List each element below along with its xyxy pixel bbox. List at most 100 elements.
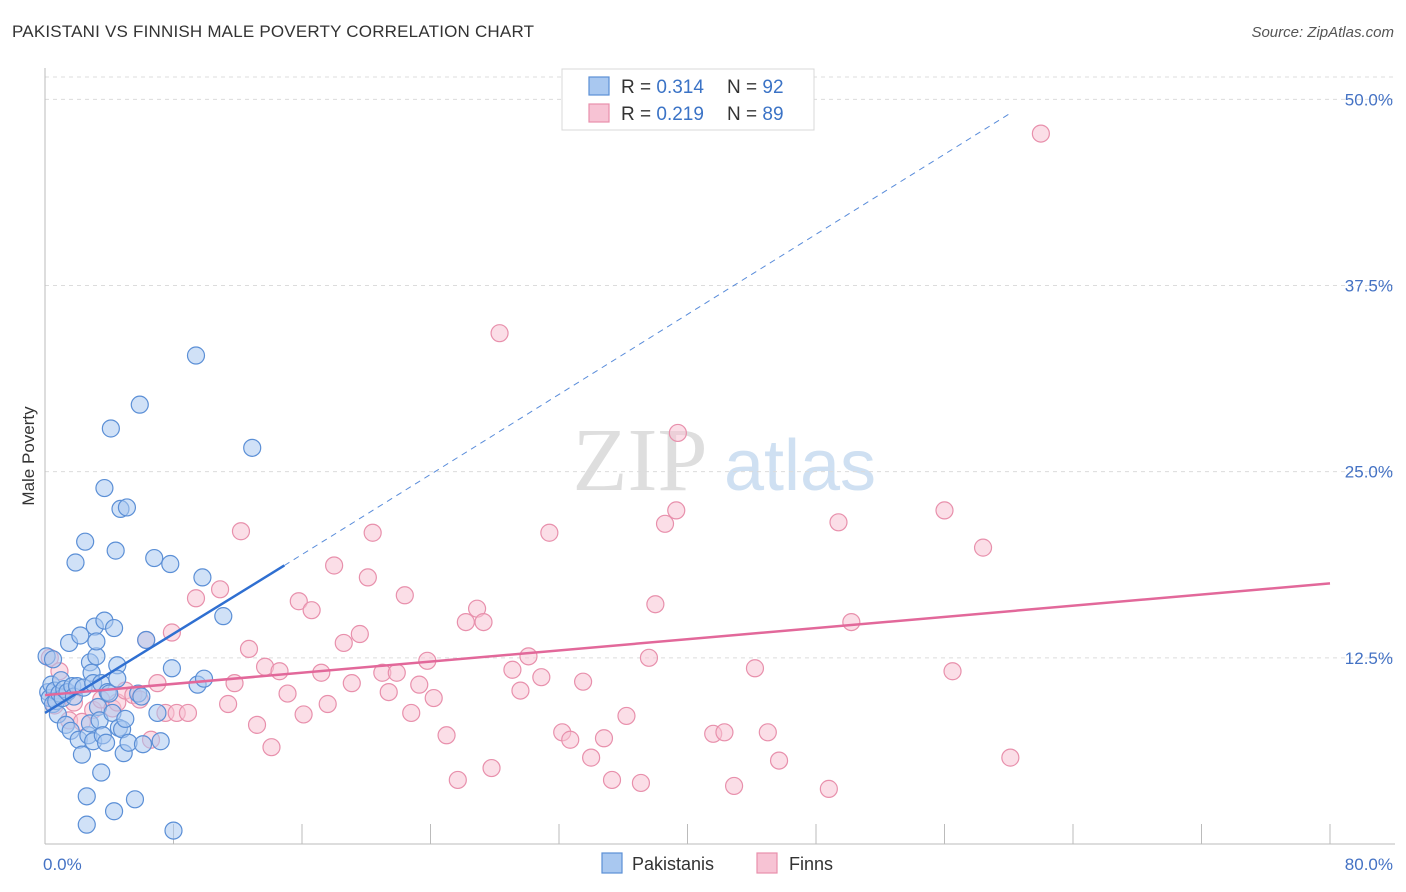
watermark-atlas: atlas — [724, 426, 876, 506]
finns-point — [437, 726, 456, 745]
finns-point — [482, 758, 501, 778]
y-tick-label: 37.5% — [1345, 277, 1393, 296]
pakistani-point — [95, 478, 114, 498]
legend-row: R = 0.314 N = 92 — [621, 77, 784, 98]
pakistani-point — [194, 669, 214, 688]
bottom-legend-label: Finns — [789, 854, 833, 874]
pakistani-point — [87, 632, 106, 651]
pakistani-point — [162, 659, 181, 678]
chart-title: PAKISTANI VS FINNISH MALE POVERTY CORREL… — [12, 22, 535, 41]
finns-point — [540, 523, 559, 542]
finns-point — [262, 738, 281, 757]
x-tick-label: 80.0% — [1345, 855, 1393, 874]
pakistani-point — [161, 554, 180, 574]
y-tick-label: 12.5% — [1345, 649, 1393, 668]
finns-point — [655, 514, 675, 533]
legend-row: R = 0.219 N = 89 — [621, 104, 784, 125]
finns-point — [829, 513, 848, 532]
finns-point — [294, 705, 313, 724]
bottom-legend-label: Pakistanis — [632, 854, 714, 874]
finns-point — [667, 501, 686, 520]
finns-point — [456, 612, 475, 632]
pakistani-point — [186, 346, 206, 365]
pakistani-point — [164, 821, 183, 840]
finns-point — [511, 681, 530, 700]
finns-point — [631, 773, 651, 793]
pakistani-point — [132, 687, 151, 706]
finns-point — [210, 580, 230, 599]
pakistani-point — [130, 395, 149, 414]
finns-point — [231, 522, 251, 541]
finns-point — [289, 592, 308, 611]
finns-point — [247, 715, 267, 734]
finns-point — [186, 589, 206, 608]
finns-point — [617, 706, 636, 726]
finns-point — [602, 770, 622, 790]
finns-point — [745, 659, 765, 678]
finns-point — [424, 688, 443, 708]
pakistani-point — [148, 703, 167, 723]
finns-point — [594, 729, 614, 748]
source-credit: Source: ZipAtlas.com — [1251, 24, 1394, 41]
finns-point — [532, 668, 551, 687]
finns-point — [503, 660, 522, 679]
finns-point — [842, 612, 861, 632]
finns-point — [448, 770, 467, 790]
pakistani-point — [77, 815, 96, 834]
finns-point — [318, 694, 337, 714]
finns-point — [1001, 748, 1020, 767]
pakistani-point — [214, 607, 233, 626]
finns-point — [1031, 124, 1050, 143]
finns-point — [935, 501, 954, 520]
finns-point — [973, 538, 993, 557]
finns-point — [302, 601, 321, 620]
finns-point — [582, 748, 601, 767]
finns-point — [358, 568, 377, 587]
pakistani-point — [243, 438, 262, 457]
pakistani-point — [133, 735, 153, 754]
pakistani-point — [100, 684, 119, 703]
pakistani-point — [104, 802, 124, 821]
pakistani-point — [108, 669, 127, 688]
finns-trend-line — [44, 582, 1331, 697]
legend-swatch-pakistanis — [588, 76, 610, 96]
bottom-legend-swatch-finns — [756, 852, 778, 874]
finns-point — [334, 633, 353, 653]
finns-point — [474, 612, 493, 632]
finns-point — [410, 675, 429, 694]
pakistani-point — [106, 541, 125, 560]
finns-point — [758, 723, 777, 742]
finns-point — [270, 662, 289, 681]
pakistani-point — [117, 498, 137, 517]
finns-point — [715, 723, 734, 742]
pakistani-point — [104, 618, 124, 638]
pakistani-point — [96, 733, 116, 752]
finns-point — [769, 751, 789, 770]
finns-point — [646, 595, 665, 614]
finns-point — [379, 682, 398, 702]
pakistani-point — [151, 732, 170, 751]
y-axis-title: Male Poverty — [19, 406, 38, 506]
legend: R = 0.314 N = 92 R = 0.219 N = 89 — [561, 68, 815, 131]
finns-point — [387, 663, 406, 682]
pakistani-point — [101, 419, 120, 438]
finns-point — [178, 703, 198, 723]
finns-point — [278, 684, 297, 703]
pakistani-point — [137, 630, 156, 650]
finns-point — [325, 556, 344, 575]
legend-swatch-finns — [588, 103, 610, 123]
pakistani-point — [116, 709, 135, 728]
finns-point — [943, 662, 962, 681]
finns-point — [490, 324, 509, 343]
pakistani-point — [193, 568, 212, 587]
pakistani-trend-line — [44, 564, 285, 715]
y-tick-label: 50.0% — [1345, 90, 1393, 109]
pakistani-point — [125, 790, 145, 809]
finns-point — [573, 672, 593, 691]
finns-point — [395, 586, 414, 605]
finns-point — [668, 423, 687, 443]
finns-point — [639, 648, 659, 667]
finns-point — [724, 776, 744, 796]
finns-point — [350, 624, 369, 644]
pakistani-point — [43, 650, 63, 669]
